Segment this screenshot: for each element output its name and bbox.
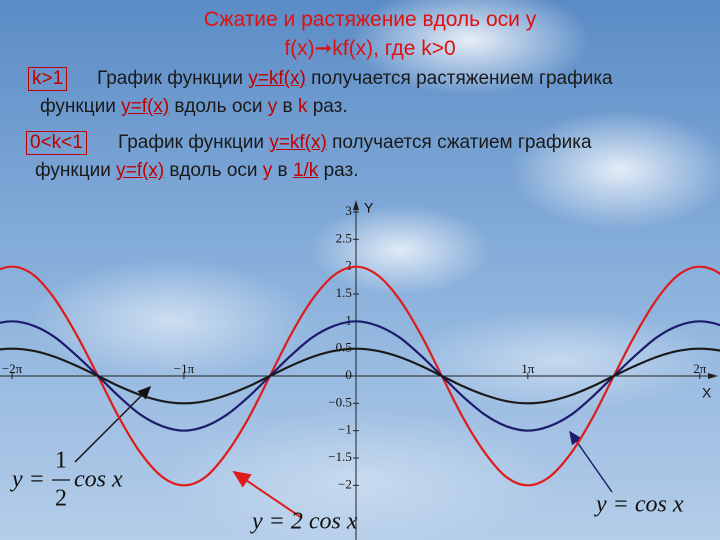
formula: y = — [10, 467, 45, 493]
y-tick-label: 1 — [345, 312, 352, 327]
y-axis-label: Y — [364, 200, 374, 216]
y-tick-label: −1.5 — [328, 449, 352, 464]
plot-area — [0, 265, 720, 487]
formula: 2 — [55, 486, 67, 512]
y-tick-label: 2.5 — [336, 230, 352, 245]
x-axis-arrow — [708, 373, 718, 379]
text-segment: 1/k — [292, 160, 319, 181]
y-tick-label: −1 — [338, 422, 352, 437]
text-segment: вдоль оси — [169, 96, 268, 117]
y-tick-label: 3 — [345, 203, 352, 218]
arrow — [74, 385, 152, 463]
text-segment: раз. — [307, 96, 348, 117]
y-axis-arrow — [353, 200, 359, 210]
text-segment: График функции — [97, 68, 249, 89]
text-segment: получается растяжением графика — [305, 68, 613, 89]
y-tick-label: 1.5 — [336, 285, 352, 300]
text-segment: y=kf(x) — [269, 132, 327, 153]
curve — [0, 347, 720, 405]
text-segment: функции — [40, 96, 122, 117]
subtitle: f(x)➞kf(x), где k>0 — [284, 37, 456, 60]
formula: cos x — [74, 467, 123, 493]
text-segment: y=f(x) — [121, 96, 170, 117]
y-tick-label: −2 — [338, 476, 352, 491]
y-tick-label: −0.5 — [328, 394, 352, 409]
text-segment: раз. — [318, 160, 359, 181]
text-line: функции y=f(x) вдоль оси у в k раз. — [40, 96, 348, 118]
text-segment: k — [297, 96, 308, 117]
y-tick-label: 0 — [345, 367, 352, 382]
text-segment: вдоль оси — [164, 160, 263, 181]
text-segment: функции — [35, 160, 117, 181]
text-line: График функции y=kf(x) получается сжатие… — [118, 132, 592, 154]
formula: y = cos x — [594, 492, 684, 518]
text-segment: у — [267, 96, 278, 117]
condition: k>1 — [28, 67, 68, 91]
title: Сжатие и растяжение вдоль оси у — [203, 8, 537, 31]
x-tick-label: −1π — [174, 361, 195, 376]
text-line: График функции y=kf(x) получается растяж… — [97, 68, 613, 90]
text-line: функции y=f(x) вдоль оси у в 1/k раз. — [35, 160, 359, 182]
text-segment: у — [262, 160, 273, 181]
text-segment: y=f(x) — [116, 160, 165, 181]
text-segment: в — [272, 160, 293, 181]
formula: y = 2 cos x — [250, 509, 358, 535]
arrow — [569, 430, 613, 493]
condition: 0<k<1 — [26, 131, 87, 155]
text-segment: получается сжатием графика — [326, 132, 592, 153]
formula: 1 — [55, 448, 67, 474]
text-segment: в — [277, 96, 298, 117]
text-segment: y=kf(x) — [248, 68, 306, 89]
x-axis-label: X — [702, 385, 712, 401]
y-tick-label: 0.5 — [336, 340, 352, 355]
x-tick-label: −2π — [2, 361, 23, 376]
y-tick-label: 2 — [345, 258, 352, 273]
arrow — [232, 470, 303, 519]
x-tick-label: 2π — [693, 361, 707, 376]
x-tick-label: 1π — [521, 361, 535, 376]
text-segment: График функции — [118, 132, 270, 153]
